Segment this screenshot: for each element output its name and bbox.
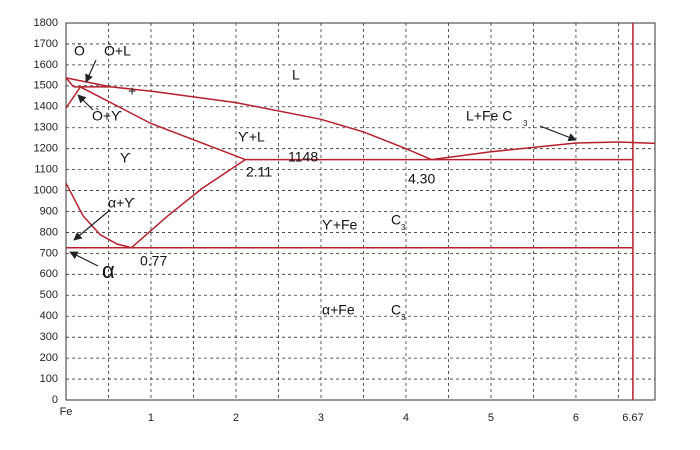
plot-frame (65, 22, 656, 401)
annotation: L (292, 67, 300, 83)
annotation: C (391, 302, 401, 318)
y-tick-label: 500 (40, 289, 58, 301)
annotation: L+Fe C (466, 108, 512, 124)
y-tick-label: 600 (40, 268, 58, 280)
y-tick-label: 200 (40, 352, 58, 364)
y-tick-label: 1600 (34, 59, 58, 71)
arrows (69, 59, 577, 267)
arrow (69, 251, 99, 267)
annotation: C (391, 212, 401, 228)
x-tick-label: 6 (573, 412, 579, 424)
y-tick-label: 1000 (34, 184, 58, 196)
phase-boundary (130, 158, 246, 249)
phase-boundary (80, 86, 246, 161)
arrow (85, 59, 97, 83)
annotation: Ò+L (104, 43, 131, 59)
arrow (73, 209, 111, 241)
y-tick-label: 1200 (34, 143, 58, 155)
annotation: 4.30 (408, 171, 435, 187)
phase-boundary (431, 141, 656, 161)
y-tick-label: 1100 (34, 164, 58, 176)
x-tick-label: 4 (403, 412, 409, 424)
annotation: 1148 (288, 149, 318, 165)
y-tick-label: 400 (40, 310, 58, 322)
y-tick-label: 1700 (34, 38, 58, 50)
annotation: + (128, 83, 136, 99)
phase-boundary (65, 77, 75, 88)
annotation: Ƴ (120, 150, 131, 166)
y-tick-label: 800 (40, 226, 58, 238)
y-tick-label: 900 (40, 205, 58, 217)
arrow (77, 94, 94, 111)
y-tick-label: 100 (40, 373, 58, 385)
annotation: 2.11 (246, 164, 272, 180)
y-tick-label: 1800 (34, 17, 58, 29)
phase-boundary (65, 77, 432, 161)
annotation: α (102, 258, 115, 283)
x-tick-label: 6.67 (622, 412, 643, 424)
annotation: 0.77 (140, 253, 167, 269)
annotation: Ƴ+L (238, 129, 265, 145)
y-tick-label: 1300 (34, 122, 58, 134)
x-tick-label: 5 (488, 412, 494, 424)
x-tick-label: 2 (233, 412, 239, 424)
annotation: 3 (401, 223, 406, 232)
x-tick-label: 3 (318, 412, 324, 424)
annotation: Ƴ+Fe (322, 217, 358, 233)
x-tick-label: 1 (148, 412, 154, 424)
y-tick-label: 1500 (34, 80, 58, 92)
annotation: α+Ƴ (108, 195, 135, 211)
annotation: α+Fe (322, 302, 355, 318)
y-tick-label: 0 (52, 394, 58, 406)
annotation: 3 (523, 119, 528, 128)
annotation: Ò (74, 43, 85, 59)
y-tick-label: 700 (40, 247, 58, 259)
annotation: 3 (401, 313, 406, 322)
arrow (539, 125, 577, 142)
x-tick-label: Fe (60, 406, 73, 418)
y-tick-label: 300 (40, 331, 58, 343)
y-tick-label: 1400 (34, 101, 58, 113)
phase-boundary (65, 86, 82, 109)
annotation: Ò+Ƴ (92, 108, 122, 124)
phase-boundary (65, 182, 132, 249)
